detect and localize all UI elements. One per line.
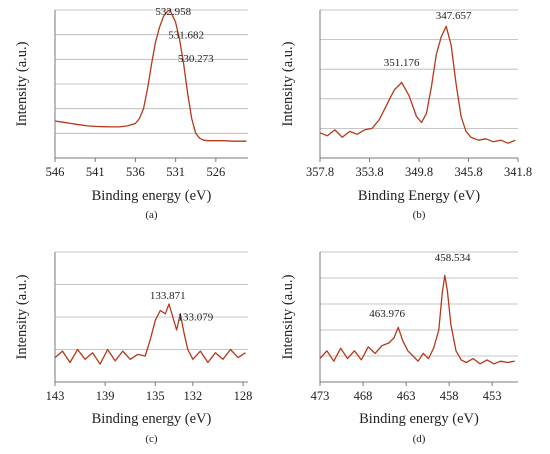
- y-axis-title: Intensity (a.u.): [280, 274, 296, 359]
- y-axis-title: Intensity (a.u.): [280, 41, 296, 126]
- peak-annotation: 531.682: [168, 29, 204, 41]
- peak-annotation: 133.079: [177, 311, 213, 323]
- x-tick-label: 541: [86, 165, 105, 179]
- x-tick-label: 143: [46, 389, 65, 403]
- x-tick-label: 546: [46, 165, 65, 179]
- chart-panel-a: 546 541 536 531 526 532.958 531.682 530.273 Bind…: [14, 6, 248, 221]
- x-tick-label: 345.8: [454, 165, 482, 179]
- panel-label: (d): [413, 433, 426, 445]
- x-tick-label: 132: [183, 389, 202, 403]
- chart-panel-d: 473 468 463 458 453 463.976 458.534 Binding ene…: [280, 251, 518, 445]
- peak-annotation: 530.273: [178, 53, 214, 65]
- y-axis-title: Intensity (a.u.): [14, 41, 30, 126]
- x-tick-label: 341.8: [504, 165, 532, 179]
- peak-annotation: 532.958: [155, 6, 191, 18]
- x-tick-label: 139: [96, 389, 115, 403]
- x-axis-title: Binding energy (eV): [92, 411, 212, 427]
- x-tick-label: 135: [146, 389, 165, 403]
- x-tick-label: 526: [206, 165, 225, 179]
- x-tick-label: 357.8: [306, 165, 334, 179]
- chart-panel-c: 143 139 135 132 128 133.871 133.079 Binding ene…: [14, 251, 253, 445]
- panel-label: (c): [145, 433, 158, 445]
- panel-label: (a): [145, 209, 158, 221]
- peak-annotation: 351.176: [384, 57, 420, 69]
- series-line: [54, 9, 247, 142]
- panel-label: (b): [413, 209, 426, 221]
- peak-annotation: 458.534: [435, 252, 471, 264]
- x-tick-label: 531: [166, 165, 185, 179]
- x-axis-title: Binding energy (eV): [359, 411, 479, 427]
- x-tick-label: 468: [354, 389, 373, 403]
- x-tick-label: 463: [397, 389, 416, 403]
- x-tick-label: 353.8: [355, 165, 383, 179]
- x-tick-label: 349.8: [405, 165, 433, 179]
- x-tick-label: 473: [311, 389, 330, 403]
- series-line: [319, 274, 515, 365]
- series-line: [319, 25, 516, 144]
- x-tick-label: 453: [483, 389, 502, 403]
- series-line: [54, 303, 246, 365]
- chart-panel-b: 357.8 353.8 349.8 345.8 341.8 351.176 347.657 B…: [280, 9, 532, 221]
- x-tick-label: 128: [234, 389, 253, 403]
- x-axis-title: Binding energy (eV): [92, 188, 212, 204]
- y-axis-title: Intensity (a.u.): [14, 274, 30, 359]
- x-tick-label: 536: [126, 165, 145, 179]
- peak-annotation: 347.657: [436, 10, 472, 22]
- x-tick-label: 458: [440, 389, 459, 403]
- x-axis-title: Binding Energy (eV): [358, 188, 480, 204]
- peak-annotation: 133.871: [150, 290, 186, 302]
- peak-annotation: 463.976: [369, 308, 405, 320]
